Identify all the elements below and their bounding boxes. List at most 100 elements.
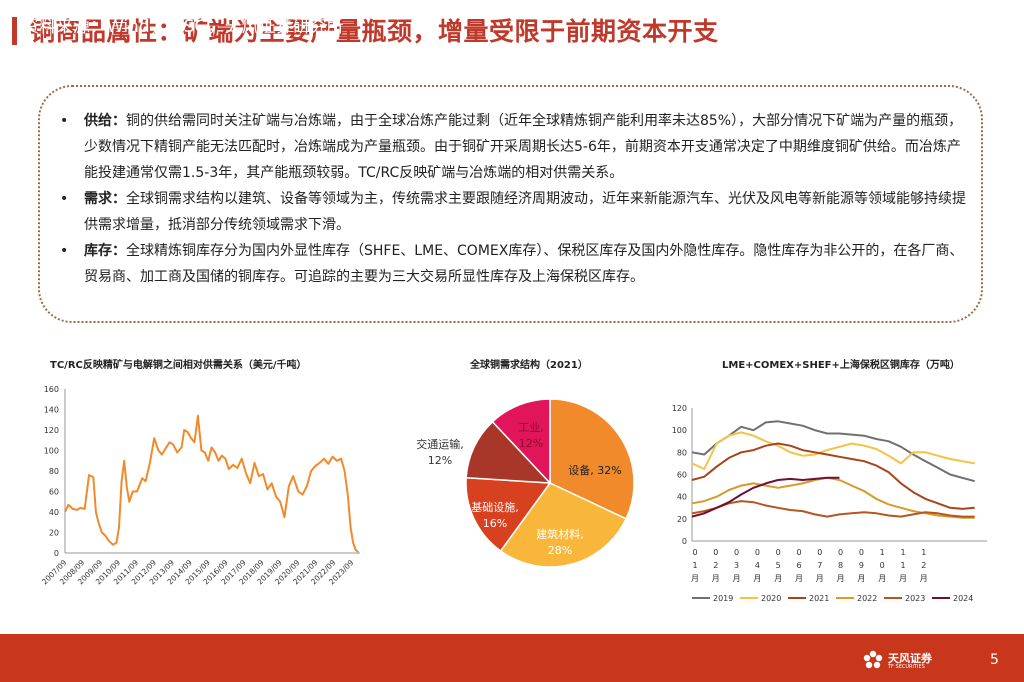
x-tick-label: 6 bbox=[796, 561, 801, 570]
x-tick-label: 月 bbox=[899, 574, 907, 583]
legend-label: 2019 bbox=[713, 594, 733, 603]
pie-slice-value: 28% bbox=[548, 544, 572, 557]
x-tick-label: 3 bbox=[734, 561, 739, 570]
x-tick-label: 1 bbox=[900, 561, 905, 570]
x-tick-label: 1 bbox=[692, 561, 697, 570]
y-tick-label: 100 bbox=[672, 426, 687, 435]
y-tick-label: 0 bbox=[54, 549, 59, 558]
x-tick-label: 0 bbox=[734, 548, 739, 557]
x-tick-label: 1 bbox=[921, 548, 926, 557]
inventory-series-line bbox=[691, 420, 975, 483]
bullet-dot: • bbox=[60, 191, 69, 207]
x-tick-label: 月 bbox=[712, 574, 720, 583]
x-tick-label: 月 bbox=[691, 574, 699, 583]
pie-slice-value: 16% bbox=[483, 517, 507, 530]
x-tick-label: 月 bbox=[878, 574, 886, 583]
chart3-title: LME+COMEX+SHEF+上海保税区铜库存（万吨） bbox=[722, 360, 960, 371]
legend-label: 2023 bbox=[905, 594, 925, 603]
inventory-series-line bbox=[691, 431, 975, 470]
x-tick-label: 月 bbox=[733, 574, 741, 583]
summary-box bbox=[38, 85, 983, 323]
footer-source: 资料来源：Wind，ICSG，天风证券研究所 bbox=[22, 17, 344, 37]
x-tick-label: 0 bbox=[880, 561, 885, 570]
x-tick-label: 1 bbox=[880, 548, 885, 557]
pie-slice bbox=[491, 398, 551, 485]
x-tick-label: 0 bbox=[692, 548, 697, 557]
pie-slice-label: 交通运输, bbox=[416, 437, 464, 451]
legend-label: 2024 bbox=[953, 594, 973, 603]
bullet-text: 全球铜需求结构以建筑、设备等领域为主，传统需求主要跟随经济周期波动，近年来新能源… bbox=[84, 191, 966, 233]
x-tick-label: 2 bbox=[713, 561, 718, 570]
pie-slice bbox=[465, 476, 552, 553]
page-title: 铜商品属性：矿端为主要产量瓶颈，增量受限于前期资本开支 bbox=[30, 17, 719, 46]
bullet-dot: • bbox=[60, 113, 69, 129]
inventory-series-line bbox=[691, 476, 840, 518]
title-accent-bar bbox=[12, 17, 17, 45]
x-tick-label: 0 bbox=[755, 548, 760, 557]
x-tick-label: 月 bbox=[920, 574, 928, 583]
bullet-head: 库存： bbox=[84, 243, 126, 259]
x-tick-label: 7 bbox=[817, 561, 822, 570]
legend-label: 2020 bbox=[761, 594, 781, 603]
y-tick-label: 160 bbox=[44, 385, 59, 394]
bullet-dot: • bbox=[60, 243, 69, 259]
chart1-title: TC/RC反映精矿与电解铜之间相对供需关系（美元/千吨） bbox=[50, 360, 307, 371]
y-tick-label: 120 bbox=[672, 404, 687, 413]
y-tick-label: 20 bbox=[677, 515, 687, 524]
bullet-supply: • 供给：铜的供给需同时关注矿端与冶炼端，由于全球冶炼产能过剩（近年全球精炼铜产能… bbox=[60, 108, 970, 186]
bullet-text: 铜的供给需同时关注矿端与冶炼端，由于全球冶炼产能过剩（近年全球精炼铜产能利用率未… bbox=[84, 113, 963, 181]
inventory-series-line bbox=[691, 500, 975, 518]
logo-subtext: TF SECURITIES bbox=[888, 664, 925, 670]
bullet-text: 全球精炼铜库存分为国内外显性库存（SHFE、LME、COMEX库存）、保税区库存… bbox=[84, 243, 964, 285]
x-tick-label: 9 bbox=[859, 561, 864, 570]
x-tick-label: 5 bbox=[776, 561, 781, 570]
pie-slice-label: 基础设施, bbox=[471, 501, 519, 514]
pie-slice bbox=[499, 482, 628, 568]
x-tick-label: 4 bbox=[755, 561, 760, 570]
chart2-title: 全球铜需求结构（2021） bbox=[470, 360, 588, 371]
inventory-line-chart: 02040608010012001月02月03月04月05月06月07月08月0… bbox=[672, 404, 987, 603]
pie-slice-label: 工业, bbox=[518, 421, 544, 434]
y-tick-label: 60 bbox=[677, 471, 687, 480]
x-tick-label: 月 bbox=[753, 574, 761, 583]
x-tick-label: 月 bbox=[795, 574, 803, 583]
y-tick-label: 20 bbox=[49, 529, 59, 538]
x-tick-label: 月 bbox=[774, 574, 782, 583]
x-tick-label: 0 bbox=[859, 548, 864, 557]
x-tick-label: 8 bbox=[838, 561, 843, 570]
logo-text: 天风证券 bbox=[888, 652, 932, 665]
y-tick-label: 80 bbox=[677, 448, 687, 457]
footer-bar bbox=[0, 634, 1024, 682]
pie-slice-label: 建筑材料, bbox=[536, 527, 584, 541]
x-tick-label: 0 bbox=[713, 548, 718, 557]
tcrc-series-line bbox=[64, 414, 359, 553]
legend-label: 2021 bbox=[809, 594, 829, 603]
y-tick-label: 40 bbox=[49, 508, 59, 517]
tcrc-line-chart: 0204060801001201401602007/092008/092009/… bbox=[40, 385, 360, 586]
x-tick-label: 月 bbox=[816, 574, 824, 583]
pie-slice bbox=[465, 420, 552, 484]
pie-slice-value: 12% bbox=[428, 454, 452, 467]
y-tick-label: 40 bbox=[677, 493, 687, 502]
x-tick-label: 月 bbox=[857, 574, 865, 583]
flower-logo-icon bbox=[863, 650, 883, 669]
bullet-head: 需求： bbox=[84, 191, 126, 207]
x-tick-label: 1 bbox=[900, 548, 905, 557]
x-tick-label: 月 bbox=[837, 574, 845, 583]
bullet-demand: • 需求：全球铜需求结构以建筑、设备等领域为主，传统需求主要跟随经济周期波动，近年… bbox=[60, 186, 970, 238]
demand-pie-chart: 设备, 32% 建筑材料, 28% 基础设施, 16% 交通运输, 12% 工业, 12% bbox=[416, 398, 635, 568]
y-tick-label: 60 bbox=[49, 488, 59, 497]
page-number: 5 bbox=[990, 652, 999, 668]
y-tick-label: 80 bbox=[49, 467, 59, 476]
legend-label: 2022 bbox=[857, 594, 877, 603]
pie-slice bbox=[549, 398, 635, 520]
y-tick-label: 140 bbox=[44, 406, 59, 415]
inventory-series-line bbox=[691, 476, 975, 519]
bullet-head: 供给： bbox=[84, 113, 126, 129]
x-tick-label: 0 bbox=[817, 548, 822, 557]
y-tick-label: 100 bbox=[44, 447, 59, 456]
y-tick-label: 120 bbox=[44, 426, 59, 435]
pie-slice-value: 12% bbox=[519, 437, 543, 450]
x-tick-label: 0 bbox=[796, 548, 801, 557]
pie-slice-label: 设备, 32% bbox=[568, 463, 621, 477]
